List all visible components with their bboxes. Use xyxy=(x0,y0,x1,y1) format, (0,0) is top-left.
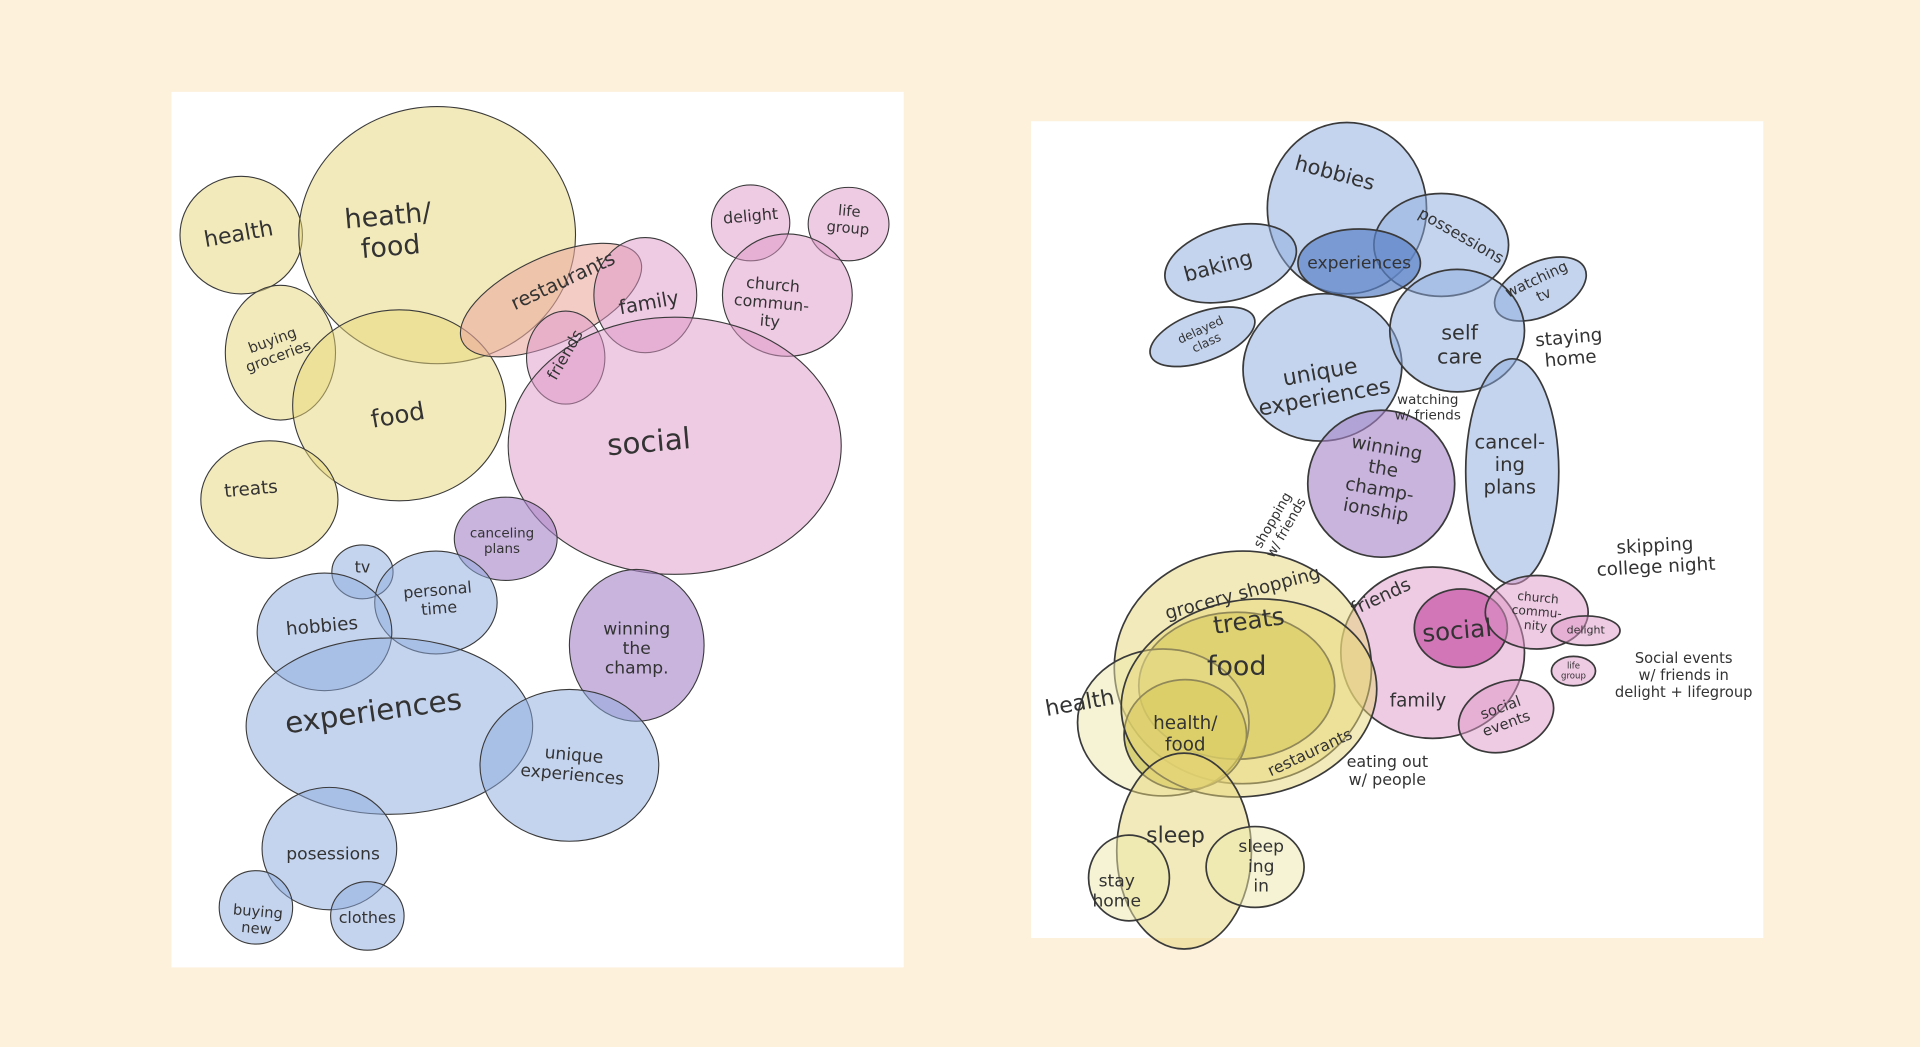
bubble xyxy=(261,786,398,911)
bubble-label: the xyxy=(623,639,651,659)
bubble-label: life xyxy=(837,202,861,221)
bubble xyxy=(1164,222,1298,304)
bubble-label: delight xyxy=(722,204,779,228)
bubble-label: stay xyxy=(1099,872,1135,892)
bubble-label: tv xyxy=(355,558,371,577)
bubble-label: church xyxy=(1517,589,1560,607)
bubble-label: experiences xyxy=(1307,253,1411,273)
bubble xyxy=(330,881,405,951)
bubble-label: cancel- xyxy=(1475,430,1545,453)
bubble-label: commu- xyxy=(1511,603,1562,621)
bubble-label: ing xyxy=(1248,857,1274,877)
bubble xyxy=(807,186,890,262)
bubble-label: health/ xyxy=(1153,713,1218,734)
bubble-label: ity xyxy=(759,311,781,332)
annotation: home xyxy=(1544,346,1598,371)
bubble-label: heath/ xyxy=(343,197,433,236)
bubble-label: delight xyxy=(1567,624,1606,637)
annotation: w/ people xyxy=(1349,770,1426,789)
left-map: health heath/foodbuyinggroceriesfoodtreat… xyxy=(179,106,890,951)
bubble-label: canceling xyxy=(470,527,534,542)
bubble-label: plans xyxy=(484,542,520,557)
bubble-label: care xyxy=(1437,344,1482,368)
annotation: Social events xyxy=(1635,650,1733,667)
bubble-label: plans xyxy=(1484,475,1536,498)
bubble-label: sleep xyxy=(1146,823,1205,848)
bubble-label: posessions xyxy=(286,845,380,865)
bubble-label: social xyxy=(606,421,692,462)
bubble xyxy=(1297,228,1422,299)
bubble xyxy=(479,688,660,842)
bubble xyxy=(1457,679,1555,754)
bubble-label: ing xyxy=(1495,453,1525,476)
annotation: watching xyxy=(1397,393,1458,408)
bubble xyxy=(1388,268,1526,393)
bubble-label: tv xyxy=(1534,284,1555,306)
bubble xyxy=(1120,598,1378,798)
bubble-label: new xyxy=(241,919,273,939)
bubble xyxy=(1087,834,1171,922)
bubble-label: champ. xyxy=(605,659,669,679)
annotation: skipping xyxy=(1616,534,1694,559)
bubble-label: food xyxy=(1165,734,1206,755)
bubble xyxy=(453,496,558,581)
bubble-label: sleep xyxy=(1238,837,1284,857)
bubble-label: food xyxy=(1207,651,1267,682)
annotation: w/ friends in xyxy=(1639,667,1729,684)
bubble xyxy=(1550,655,1597,687)
bubble-label: in xyxy=(1253,877,1269,897)
bubble xyxy=(1205,825,1305,909)
bubble-label: group xyxy=(1561,671,1586,681)
annotation: w/ friends xyxy=(1395,409,1461,424)
bubble-label: time xyxy=(420,597,457,619)
bubble-label: social xyxy=(1421,613,1493,648)
bubble-label: life xyxy=(1567,662,1580,672)
bubble-label: home xyxy=(1092,891,1141,911)
bubble-label: treats xyxy=(223,477,278,503)
bubble xyxy=(507,316,842,575)
bubble-label: church xyxy=(745,273,800,297)
bubble-label: nity xyxy=(1523,618,1547,634)
bubble-label: winning xyxy=(603,619,670,639)
bubble xyxy=(1149,306,1256,368)
bubble xyxy=(292,309,507,502)
bubble-label: unique xyxy=(544,743,604,768)
bubble-label: food xyxy=(360,229,422,265)
bubble-label: group xyxy=(826,218,870,239)
bubble xyxy=(1550,615,1621,647)
bubble xyxy=(1306,409,1456,559)
bubble xyxy=(200,440,339,559)
bubble-label: clothes xyxy=(339,908,396,927)
bubble-label: family xyxy=(1390,691,1447,712)
bubble xyxy=(218,870,294,945)
annotation: eating out xyxy=(1347,752,1428,771)
annotation: delight + lifegroup xyxy=(1615,684,1753,701)
bubble-label: buying xyxy=(232,901,283,922)
bubble-label: the xyxy=(1366,456,1399,482)
bubble-label: self xyxy=(1441,320,1478,344)
